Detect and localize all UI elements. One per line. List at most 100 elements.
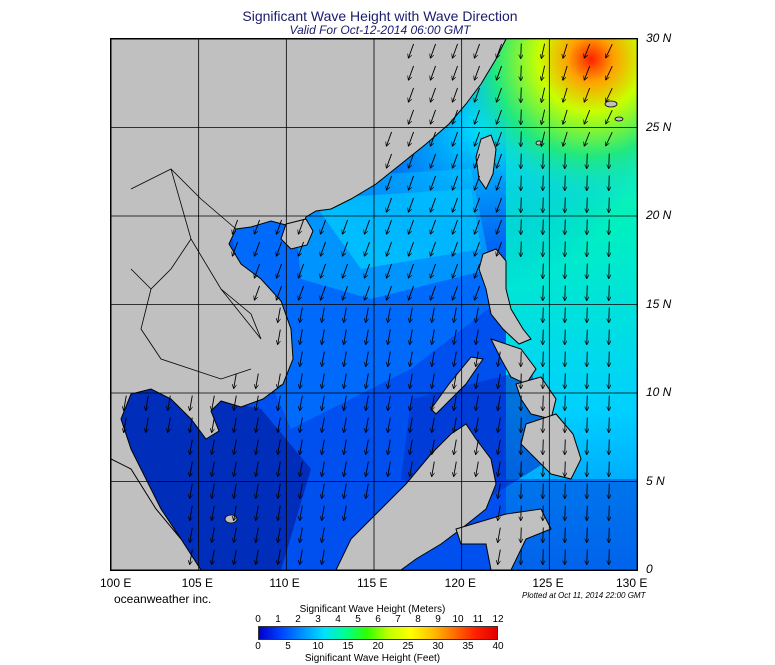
wave-direction-arrow [474, 241, 480, 256]
wave-direction-arrow [565, 505, 566, 521]
wave-direction-arrow [521, 87, 522, 103]
wave-direction-arrow [300, 439, 303, 455]
wave-direction-arrow [454, 461, 457, 477]
wave-direction-arrow [300, 373, 303, 389]
wave-direction-arrow [232, 219, 238, 234]
wave-direction-arrow [474, 263, 480, 278]
wave-direction-arrow [212, 461, 215, 477]
wave-direction-arrow [322, 549, 325, 565]
wave-direction-arrow [474, 219, 480, 234]
wave-direction-arrow [498, 483, 501, 499]
wave-direction-arrow [587, 153, 588, 169]
colorbar-feet-tick: 25 [402, 641, 414, 652]
colorbar-meters-tick: 7 [395, 614, 401, 625]
wave-direction-arrow [234, 439, 237, 455]
wave-direction-arrow [454, 307, 457, 323]
wave-direction-arrow [430, 175, 436, 190]
wave-direction-arrow [565, 175, 566, 191]
wave-direction-arrow [543, 307, 544, 323]
wave-direction-arrow [344, 351, 347, 367]
wave-direction-arrow [408, 153, 414, 168]
wave-direction-arrow [609, 483, 610, 499]
wave-direction-arrow [587, 505, 588, 521]
wave-direction-arrow [386, 175, 392, 190]
wave-direction-arrow [474, 197, 480, 212]
wave-direction-arrow [541, 109, 546, 125]
wave-direction-arrow [521, 461, 522, 477]
latitude-label: 10 N [646, 385, 672, 399]
wave-direction-arrow [234, 417, 237, 433]
wave-direction-arrow [256, 417, 259, 433]
wave-direction-arrow [364, 263, 370, 278]
wave-direction-arrow [609, 285, 610, 301]
wave-direction-arrow [256, 461, 259, 477]
wave-direction-arrow [278, 483, 281, 499]
wave-direction-arrow [587, 197, 588, 213]
colorbar-meters-tick: 8 [415, 614, 421, 625]
wave-direction-arrow [278, 549, 281, 565]
colorbar-feet-tick: 40 [492, 641, 504, 652]
wave-direction-arrow [430, 153, 436, 168]
wave-direction-arrow [278, 505, 281, 521]
wave-direction-arrow [234, 373, 237, 389]
wave-direction-arrow [432, 461, 435, 477]
wave-direction-arrow [609, 241, 610, 257]
wave-direction-arrow [388, 307, 391, 323]
wave-direction-arrow [609, 175, 610, 191]
wave-direction-arrow [322, 329, 325, 345]
wave-direction-arrow [388, 351, 391, 367]
wave-direction-arrow [452, 109, 458, 124]
wave-direction-arrow [521, 417, 522, 433]
wave-direction-arrow [587, 175, 588, 191]
chart-title: Significant Wave Height with Wave Direct… [242, 8, 518, 24]
wave-direction-arrow [609, 461, 610, 477]
wave-direction-arrow [322, 439, 325, 455]
colorbar-feet-tick: 0 [255, 641, 261, 652]
wave-direction-arrow [254, 241, 260, 256]
wave-direction-arrow [410, 417, 413, 433]
wave-direction-arrow [565, 219, 566, 235]
wave-direction-arrow [256, 527, 259, 543]
wave-direction-arrow [609, 417, 610, 433]
wave-direction-arrow [278, 395, 281, 411]
wave-direction-arrow [609, 549, 610, 565]
latitude-label: 5 N [646, 473, 665, 488]
wave-direction-arrow [543, 395, 544, 411]
wave-direction-arrow [386, 219, 392, 234]
wave-direction-arrow [322, 527, 325, 543]
wave-direction-arrow [366, 351, 369, 367]
wave-direction-arrow [430, 285, 436, 300]
colorbar-feet-title: Significant Wave Height (Feet) [304, 653, 441, 664]
wave-direction-arrow [521, 439, 522, 455]
island-okinawa-b [604, 100, 618, 108]
wave-direction-arrow [609, 307, 610, 323]
wave-direction-arrow [609, 505, 610, 521]
wave-direction-arrow [432, 351, 435, 367]
wave-direction-arrow [364, 241, 370, 256]
wave-direction-arrow [278, 329, 281, 345]
wave-direction-arrow [190, 417, 193, 433]
colorbar-feet-tick: 20 [372, 641, 384, 652]
wave-direction-arrow [388, 373, 391, 389]
wave-direction-arrow [587, 241, 588, 257]
wave-direction-arrow [344, 461, 347, 477]
wave-direction-arrow [430, 197, 436, 212]
wave-direction-arrow [563, 109, 568, 124]
wave-direction-arrow [609, 153, 610, 169]
wave-direction-arrow [606, 44, 613, 58]
wave-direction-arrow [565, 395, 566, 411]
wave-direction-arrow [474, 43, 480, 58]
wave-direction-arrow [521, 395, 522, 411]
wave-direction-arrow [342, 285, 348, 300]
colorbar [258, 626, 498, 640]
wave-direction-arrow [609, 219, 610, 235]
wave-direction-arrow [320, 263, 326, 278]
wave-direction-arrow [496, 87, 502, 102]
wave-direction-arrow [498, 549, 501, 565]
wave-direction-arrow [474, 175, 480, 190]
colorbar-meters-tick: 9 [435, 614, 441, 625]
wave-direction-arrow [298, 263, 304, 278]
wave-direction-arrow [587, 285, 588, 301]
wave-direction-arrow [386, 241, 392, 256]
wave-direction-arrow [388, 439, 391, 455]
